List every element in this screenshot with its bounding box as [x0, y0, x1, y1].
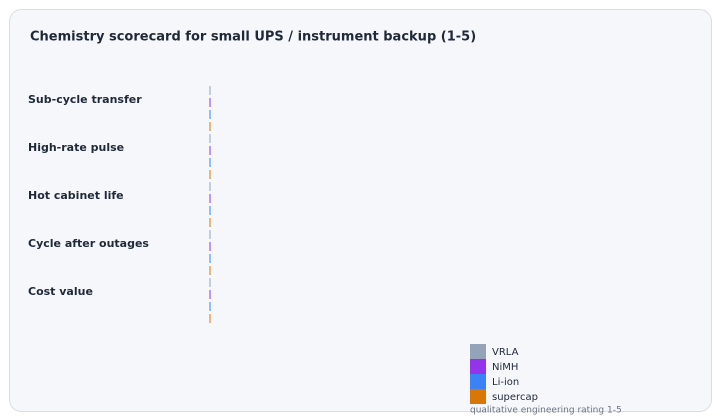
chart-title: Chemistry scorecard for small UPS / inst… — [30, 30, 476, 45]
legend-swatch — [470, 344, 486, 359]
note: qualitative engineering rating 1-5 — [470, 406, 622, 416]
legend-label: NiMH — [492, 362, 518, 373]
category-label: High-rate pulse — [28, 141, 124, 154]
legend-label: VRLA — [492, 347, 519, 358]
legend-swatch — [470, 389, 486, 404]
legend-swatch — [470, 359, 486, 374]
legend-swatch — [470, 374, 486, 389]
legend-label: Li-ion — [492, 377, 519, 388]
card — [9, 9, 712, 412]
category-label: Sub-cycle transfer — [28, 93, 142, 106]
category-label: Cycle after outages — [28, 237, 149, 250]
category-label: Cost value — [28, 285, 93, 298]
category-label: Hot cabinet life — [28, 189, 124, 202]
legend-label: supercap — [492, 392, 538, 403]
